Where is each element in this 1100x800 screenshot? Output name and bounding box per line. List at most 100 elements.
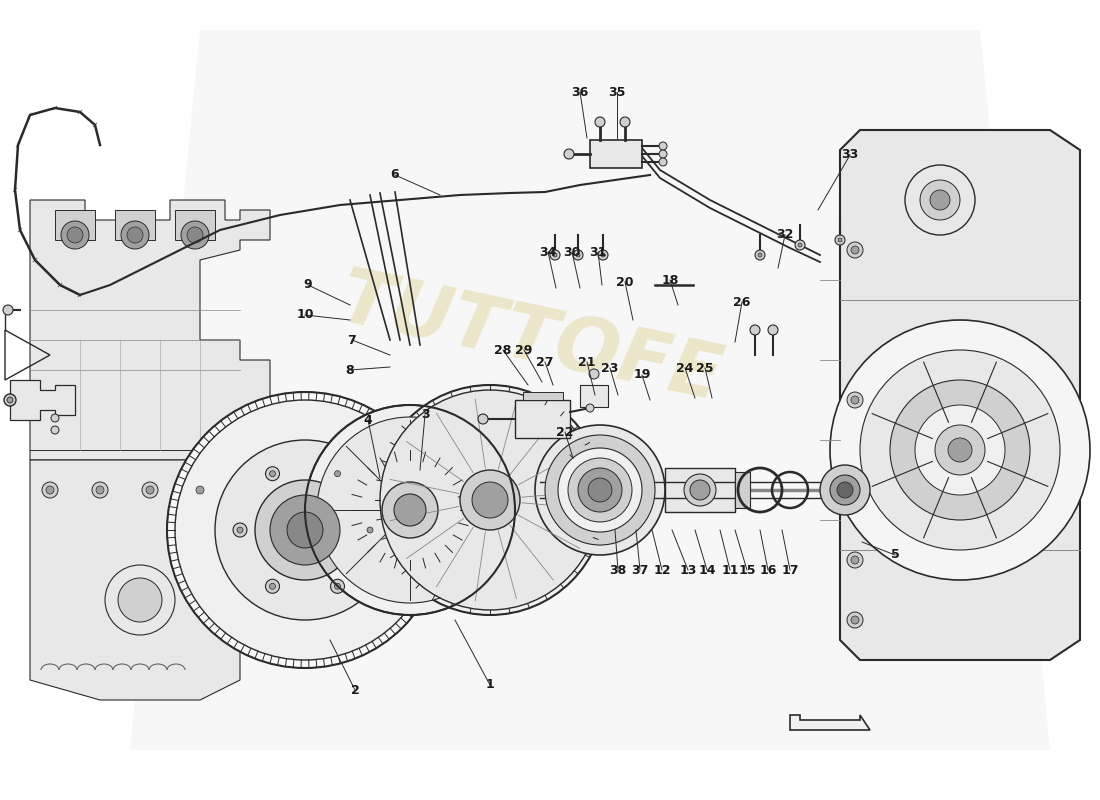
Circle shape — [182, 221, 209, 249]
Text: 35: 35 — [608, 86, 626, 98]
Circle shape — [820, 465, 870, 515]
Circle shape — [948, 438, 972, 462]
Circle shape — [472, 482, 508, 518]
Circle shape — [104, 565, 175, 635]
Circle shape — [905, 165, 975, 235]
Text: 15: 15 — [738, 563, 756, 577]
Circle shape — [478, 414, 488, 424]
Circle shape — [750, 325, 760, 335]
Text: a passion: a passion — [370, 442, 610, 518]
Circle shape — [265, 579, 279, 594]
Circle shape — [586, 404, 594, 412]
Circle shape — [270, 470, 275, 477]
Circle shape — [363, 523, 377, 537]
Circle shape — [847, 242, 864, 258]
Text: 7: 7 — [348, 334, 356, 346]
Circle shape — [375, 385, 605, 615]
Circle shape — [270, 495, 340, 565]
Circle shape — [659, 142, 667, 150]
Circle shape — [847, 392, 864, 408]
Circle shape — [7, 397, 13, 403]
Bar — [666, 468, 735, 512]
Text: 20: 20 — [616, 275, 634, 289]
Text: 32: 32 — [777, 229, 794, 242]
Circle shape — [236, 527, 243, 533]
Text: 10: 10 — [296, 309, 314, 322]
Bar — [55, 210, 95, 240]
Circle shape — [835, 235, 845, 245]
Circle shape — [214, 440, 395, 620]
Circle shape — [67, 227, 82, 243]
Circle shape — [4, 394, 16, 406]
Circle shape — [659, 150, 667, 158]
Circle shape — [187, 227, 204, 243]
Polygon shape — [30, 200, 270, 460]
Bar — [580, 385, 608, 407]
Text: 18: 18 — [661, 274, 679, 286]
Circle shape — [838, 238, 842, 242]
Circle shape — [535, 425, 666, 555]
Circle shape — [620, 117, 630, 127]
Circle shape — [167, 392, 443, 668]
Text: 4: 4 — [364, 414, 373, 426]
Text: 25: 25 — [696, 362, 714, 374]
Text: 23: 23 — [602, 362, 618, 374]
Circle shape — [573, 250, 583, 260]
Text: 6: 6 — [390, 169, 399, 182]
Circle shape — [935, 425, 984, 475]
Polygon shape — [840, 130, 1080, 660]
Text: 22: 22 — [557, 426, 574, 438]
Text: 8: 8 — [345, 363, 354, 377]
Circle shape — [830, 320, 1090, 580]
Circle shape — [51, 414, 59, 422]
Circle shape — [595, 117, 605, 127]
Circle shape — [588, 478, 612, 502]
Text: 36: 36 — [571, 86, 588, 98]
Circle shape — [920, 180, 960, 220]
Circle shape — [287, 512, 323, 548]
Circle shape — [755, 250, 764, 260]
Circle shape — [851, 616, 859, 624]
Text: 17: 17 — [781, 563, 799, 577]
Circle shape — [233, 523, 248, 537]
Text: TUTTOFE: TUTTOFE — [332, 263, 728, 417]
Polygon shape — [790, 715, 870, 730]
Circle shape — [851, 556, 859, 564]
Circle shape — [334, 470, 341, 477]
Text: 1: 1 — [485, 678, 494, 691]
Circle shape — [758, 253, 762, 257]
Circle shape — [576, 253, 580, 257]
Text: 14: 14 — [698, 563, 716, 577]
Circle shape — [142, 482, 158, 498]
Circle shape — [930, 190, 950, 210]
Circle shape — [564, 149, 574, 159]
Circle shape — [798, 243, 802, 247]
Bar — [522, 392, 563, 400]
Circle shape — [92, 482, 108, 498]
Circle shape — [146, 486, 154, 494]
Text: 24: 24 — [676, 362, 694, 374]
Circle shape — [394, 494, 426, 526]
Circle shape — [317, 417, 503, 603]
Circle shape — [860, 350, 1060, 550]
Circle shape — [379, 390, 600, 610]
Circle shape — [830, 475, 860, 505]
Circle shape — [270, 583, 275, 590]
Bar — [590, 140, 642, 168]
Circle shape — [601, 253, 605, 257]
Text: 19: 19 — [634, 369, 651, 382]
Circle shape — [847, 552, 864, 568]
Circle shape — [51, 426, 59, 434]
Circle shape — [847, 612, 864, 628]
Circle shape — [192, 482, 208, 498]
Bar — [515, 400, 570, 438]
Circle shape — [330, 466, 344, 481]
Circle shape — [460, 470, 520, 530]
Text: 37: 37 — [631, 563, 649, 577]
Bar — [116, 210, 155, 240]
Circle shape — [118, 578, 162, 622]
Circle shape — [550, 250, 560, 260]
Text: 9: 9 — [304, 278, 312, 291]
Circle shape — [330, 579, 344, 594]
Text: 29: 29 — [515, 343, 532, 357]
